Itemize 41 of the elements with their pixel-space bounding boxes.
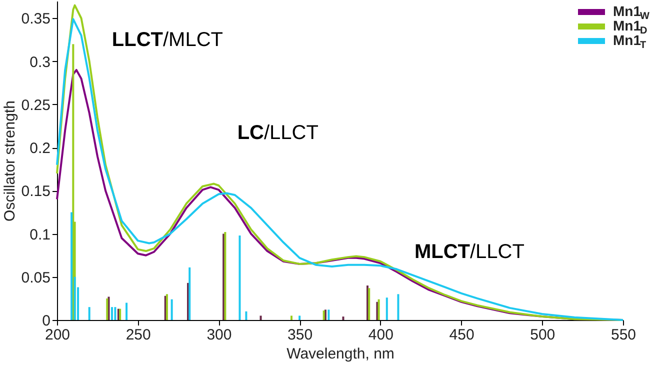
bar [376, 302, 378, 320]
bar [368, 288, 370, 320]
bar [378, 299, 380, 320]
x-tick-label: 550 [610, 326, 636, 344]
bar [72, 44, 74, 320]
y-tick-label: 0.35 [21, 10, 50, 28]
x-tick-label: 500 [530, 326, 556, 344]
x-tick-label: 350 [288, 326, 313, 344]
annotation: LC/LLCT [237, 122, 318, 144]
annotation: LLCT/MLCT [112, 29, 223, 51]
y-axis-title: Oscillator strength [1, 100, 18, 222]
bar [238, 236, 241, 320]
bar [260, 316, 262, 320]
bar [126, 302, 128, 320]
bar [114, 307, 116, 320]
bar [70, 212, 73, 320]
y-tick-label: 0.05 [21, 269, 50, 286]
x-tick-label: 300 [206, 326, 232, 344]
bar [188, 267, 191, 320]
y-tick-label: 0.2 [30, 140, 50, 158]
x-tick-label: 250 [126, 326, 151, 344]
y-tick-label: 0 [42, 312, 50, 330]
x-tick-label: 400 [368, 326, 394, 344]
x-tick-label: 450 [449, 326, 474, 344]
bar [88, 307, 90, 320]
bar [290, 316, 292, 320]
bar [342, 316, 344, 320]
y-tick-label: 0.25 [21, 96, 50, 114]
bar [386, 298, 388, 320]
bar [328, 310, 330, 320]
x-axis-title: Wavelength, nm [286, 346, 394, 362]
y-tick-label: 0.3 [30, 54, 50, 71]
y-tick-label: 0.1 [30, 226, 50, 244]
bar [298, 316, 301, 320]
bar [397, 294, 400, 320]
annotation: MLCT/LLCT [414, 241, 524, 263]
bar [245, 311, 248, 320]
x-tick-label: 200 [44, 326, 70, 344]
y-tick-label: 0.15 [21, 183, 50, 200]
bar [110, 307, 113, 320]
bar [170, 299, 173, 320]
